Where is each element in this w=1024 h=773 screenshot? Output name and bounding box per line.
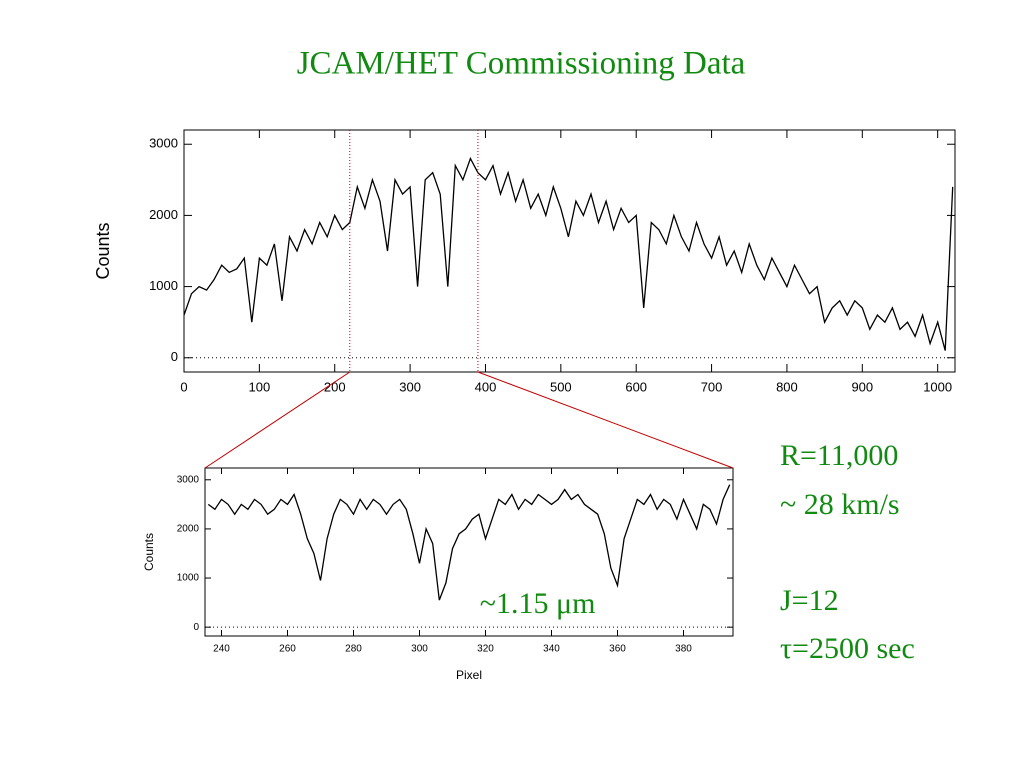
y-tick-label: 3000	[149, 136, 178, 151]
x-tick-label: 340	[543, 644, 560, 655]
y-tick-label: 1000	[149, 278, 178, 293]
spectrum-line	[207, 484, 731, 601]
x-tick-label: 700	[701, 379, 723, 394]
y-axis-label: Counts	[93, 222, 113, 279]
x-tick-label: 260	[279, 644, 296, 655]
y-tick-label: 1000	[177, 573, 200, 584]
zoom-connector	[204, 371, 351, 469]
y-tick-label: 0	[171, 349, 178, 364]
zoom-connector	[477, 371, 734, 469]
y-tick-label: 2000	[149, 207, 178, 222]
x-tick-label: 1000	[923, 379, 952, 394]
spectrum-line	[183, 156, 954, 351]
x-tick-label: 300	[399, 379, 421, 394]
x-tick-label: 400	[475, 379, 497, 394]
x-tick-label: 500	[550, 379, 572, 394]
y-tick-label: 3000	[177, 474, 200, 485]
y-tick-label: 2000	[177, 524, 200, 535]
annotation: ~ 28 km/s	[780, 488, 900, 521]
annotation: R=11,000	[780, 439, 898, 472]
x-tick-label: 280	[345, 644, 362, 655]
x-tick-label: 200	[324, 379, 346, 394]
slide-title: JCAM/HET Commissioning Data	[297, 46, 746, 82]
x-tick-label: 900	[851, 379, 873, 394]
annotation: τ=2500 sec	[780, 632, 915, 665]
annotation: ~1.15 μm	[480, 587, 596, 620]
x-tick-label: 240	[213, 644, 230, 655]
plot-frame	[204, 467, 734, 637]
x-tick-label: 100	[249, 379, 271, 394]
x-tick-label: 800	[776, 379, 798, 394]
x-tick-label: 0	[180, 379, 187, 394]
x-tick-label: 320	[477, 644, 494, 655]
x-axis-label: Pixel	[456, 668, 482, 682]
x-tick-label: 300	[411, 644, 428, 655]
x-tick-label: 600	[625, 379, 647, 394]
y-tick-label: 0	[193, 622, 199, 633]
annotation: J=12	[780, 584, 839, 617]
x-tick-label: 380	[675, 644, 692, 655]
y-axis-label: Counts	[142, 533, 156, 571]
plot-frame	[183, 129, 956, 373]
x-tick-label: 360	[609, 644, 626, 655]
